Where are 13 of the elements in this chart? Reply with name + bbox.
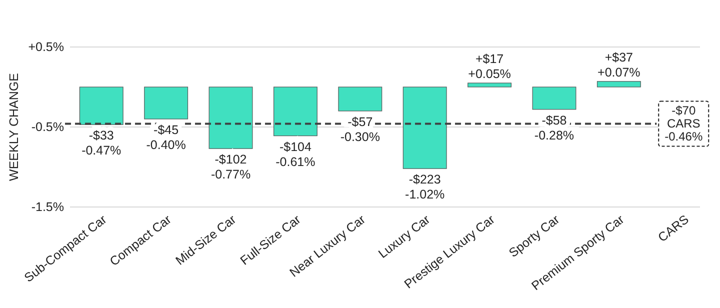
y-tick-label: -0.5% <box>31 120 64 134</box>
data-label: -$58 -0.28% <box>534 113 574 142</box>
data-label: +$17 +0.05% <box>468 52 511 81</box>
y-tick-label: +0.5% <box>28 40 64 54</box>
y-tick-label: -1.5% <box>31 200 64 214</box>
data-label: -$33 -0.47% <box>82 128 122 158</box>
y-axis-title: WEEKLY CHANGE <box>7 73 21 181</box>
data-label: -$104 -0.61% <box>276 140 316 169</box>
data-label: -$102 -0.77% <box>210 152 251 182</box>
data-label: -$223 -1.02% <box>405 172 445 202</box>
data-label: +$37 +0.07% <box>598 50 640 80</box>
ref-line-label: -$70 CARS -0.46% <box>664 103 703 144</box>
data-label: -$45 -0.40% <box>146 123 186 152</box>
